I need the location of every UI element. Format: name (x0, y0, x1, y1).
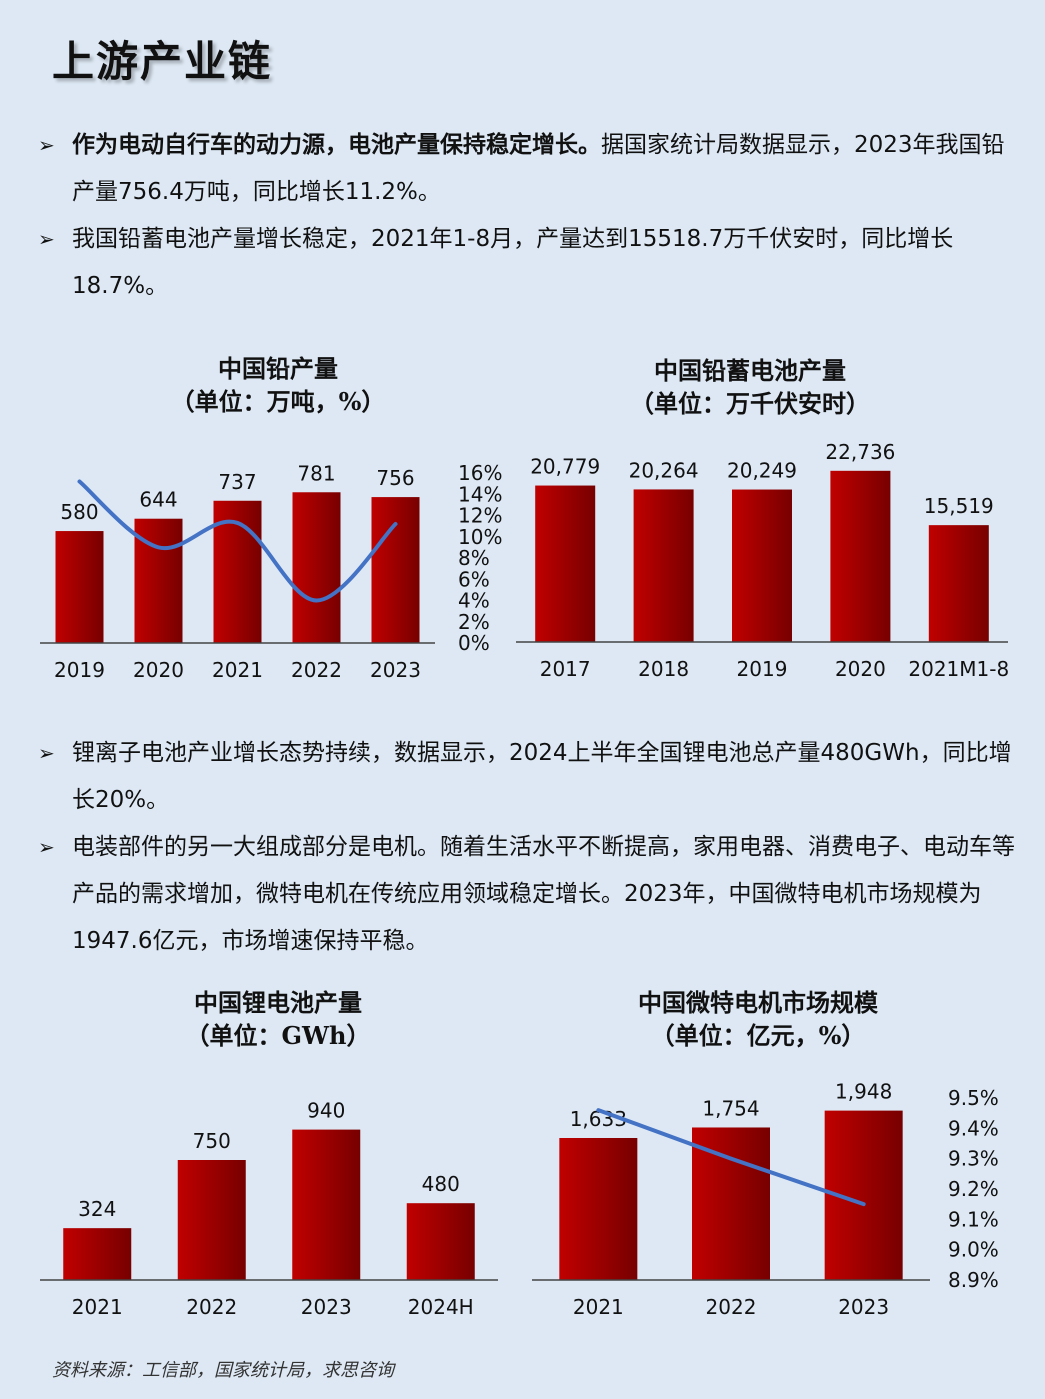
chart-title-text: 中国铅蓄电池产量 (654, 356, 846, 385)
data-label: 22,736 (825, 440, 895, 464)
x-tick-label: 2023 (301, 1295, 352, 1319)
data-label: 1,754 (702, 1096, 759, 1120)
bar (63, 1228, 132, 1280)
source-note: 资料来源：工信部，国家统计局，求思咨询 (52, 1360, 394, 1381)
data-label: 324 (78, 1197, 116, 1221)
chart-title-motor: 中国微特电机市场规模 （单位：亿元，%） (588, 986, 928, 1052)
chart-title-leadacid: 中国铅蓄电池产量 （单位：万千伏安时） (580, 354, 920, 420)
bullet-text: 锂离子电池产业增长态势持续，数据显示，2024上半年全国锂电池总产量480GWh… (72, 740, 1012, 813)
x-tick-label: 2023 (838, 1295, 889, 1319)
line-series (596, 1108, 866, 1207)
y2-tick-label: 9.0% (948, 1238, 999, 1262)
bar (633, 489, 694, 642)
x-tick-label: 2021 (72, 1295, 123, 1319)
chart-leadacid-production: 20,779 2017 20,264 2018 20,249 2019 22,736 2020… (516, 440, 1009, 681)
x-tick-label: 2017 (540, 657, 591, 681)
y2-tick-label: 12% (458, 504, 502, 528)
bullet-text: 据国家统计局数据显示，2023年我国铅产量756.4万吨，同比增长11.2%。 (72, 132, 1005, 205)
bar (559, 1138, 638, 1280)
arrow-bullet-icon: ➢ (38, 835, 55, 859)
chart-motor-market: 1,63320211,75420221,94820239.5%9.4%9.3%9… (532, 1080, 999, 1319)
bullet-lead: 作为电动自行车的动力源，电池产量保持稳定增长。 (72, 132, 601, 158)
arrow-bullet-icon: ➢ (38, 227, 55, 251)
y2-tick-label: 16% (458, 461, 502, 485)
bar (692, 1127, 770, 1280)
x-tick-label: 2019 (737, 657, 788, 681)
y2-tick-label: 4% (458, 589, 490, 613)
data-label: 15,519 (924, 494, 994, 518)
chart-subtitle-text: （单位：亿元，%） (650, 1021, 866, 1050)
bar (292, 1129, 361, 1280)
data-label: 480 (422, 1172, 460, 1196)
x-tick-label: 2021 (573, 1295, 624, 1319)
x-tick-label: 2020 (835, 657, 886, 681)
line-series (77, 479, 398, 603)
chart-title-text: 中国铅产量 (218, 354, 338, 383)
bullet-list-bottom: ➢ 锂离子电池产业增长态势持续，数据显示，2024上半年全国锂电池总产量480G… (38, 730, 1018, 965)
bullet-item: ➢ 锂离子电池产业增长态势持续，数据显示，2024上半年全国锂电池总产量480G… (38, 730, 1018, 824)
data-label: 644 (139, 488, 177, 512)
chart-title-text: 中国锂电池产量 (194, 988, 362, 1017)
bar (177, 1160, 246, 1280)
x-tick-label: 2021M1-8 (908, 657, 1009, 681)
data-label: 1,948 (835, 1080, 892, 1104)
y2-tick-label: 6% (458, 567, 490, 591)
chart-title-lead: 中国铅产量 （单位：万吨，%） (118, 352, 438, 418)
x-tick-label: 2020 (133, 658, 184, 682)
arrow-bullet-icon: ➢ (38, 133, 55, 157)
y2-tick-label: 10% (458, 525, 502, 549)
bullet-item: ➢ 作为电动自行车的动力源，电池产量保持稳定增长。据国家统计局数据显示，2023… (38, 122, 1018, 216)
bar (292, 492, 341, 643)
bullet-item: ➢ 电装部件的另一大组成部分是电机。随着生活水平不断提高，家用电器、消费电子、电… (38, 824, 1018, 965)
x-tick-label: 2021 (212, 658, 263, 682)
chart-lead-production: 580 2019 644 2020 737 2021 781 2022 756 2023 16%14… (40, 461, 502, 682)
x-tick-label: 2022 (186, 1295, 237, 1319)
bullet-item: ➢ 我国铅蓄电池产量增长稳定，2021年1-8月，产量达到15518.7万千伏安… (38, 216, 1018, 310)
data-label: 750 (193, 1129, 231, 1153)
bar (55, 531, 104, 643)
data-label: 20,779 (530, 455, 600, 479)
chart-title-text: 中国微特电机市场规模 (638, 988, 878, 1017)
bullet-text: 电装部件的另一大组成部分是电机。随着生活水平不断提高，家用电器、消费电子、电动车… (72, 834, 1015, 954)
page-title: 上游产业链 (52, 37, 273, 86)
data-label: 20,264 (629, 458, 699, 482)
x-tick-label: 2019 (54, 658, 105, 682)
data-label: 580 (60, 500, 98, 524)
chart-subtitle-text: （单位：GWh） (185, 1021, 371, 1050)
chart-subtitle-text: （单位：万千伏安时） (630, 389, 870, 418)
y2-tick-label: 14% (458, 482, 502, 506)
bar (830, 470, 891, 642)
bullet-list-top: ➢ 作为电动自行车的动力源，电池产量保持稳定增长。据国家统计局数据显示，2023… (38, 122, 1018, 310)
chart-subtitle-text: （单位：万吨，%） (170, 387, 386, 416)
data-label: 20,249 (727, 459, 797, 483)
y2-tick-label: 8.9% (948, 1268, 999, 1292)
arrow-bullet-icon: ➢ (38, 741, 55, 765)
y2-tick-label: 9.5% (948, 1086, 999, 1110)
data-label: 737 (218, 470, 256, 494)
y2-tick-label: 9.3% (948, 1147, 999, 1171)
x-tick-label: 2023 (370, 658, 421, 682)
y2-tick-label: 2% (458, 610, 490, 634)
x-tick-label: 2022 (706, 1295, 757, 1319)
bullet-text: 我国铅蓄电池产量增长稳定，2021年1-8月，产量达到15518.7万千伏安时，… (72, 226, 954, 299)
data-label: 940 (307, 1099, 345, 1123)
bar (406, 1203, 475, 1280)
bar (535, 485, 596, 642)
y2-tick-label: 9.2% (948, 1177, 999, 1201)
y2-tick-label: 8% (458, 546, 490, 570)
x-tick-label: 2018 (638, 657, 689, 681)
data-label: 781 (297, 461, 335, 485)
data-label: 756 (376, 466, 414, 490)
y2-tick-label: 9.4% (948, 1116, 999, 1140)
y2-tick-label: 0% (458, 631, 490, 655)
bar (732, 489, 792, 642)
y2-tick-label: 9.1% (948, 1207, 999, 1231)
bar (928, 525, 989, 642)
x-tick-label: 2024H (408, 1295, 474, 1319)
x-tick-label: 2022 (291, 658, 342, 682)
chart-title-lithium: 中国锂电池产量 （单位：GWh） (118, 986, 438, 1052)
bar (371, 497, 420, 643)
chart-lithium-production: 324 2021 750 2022 940 2023 480 2024H (40, 1099, 498, 1319)
